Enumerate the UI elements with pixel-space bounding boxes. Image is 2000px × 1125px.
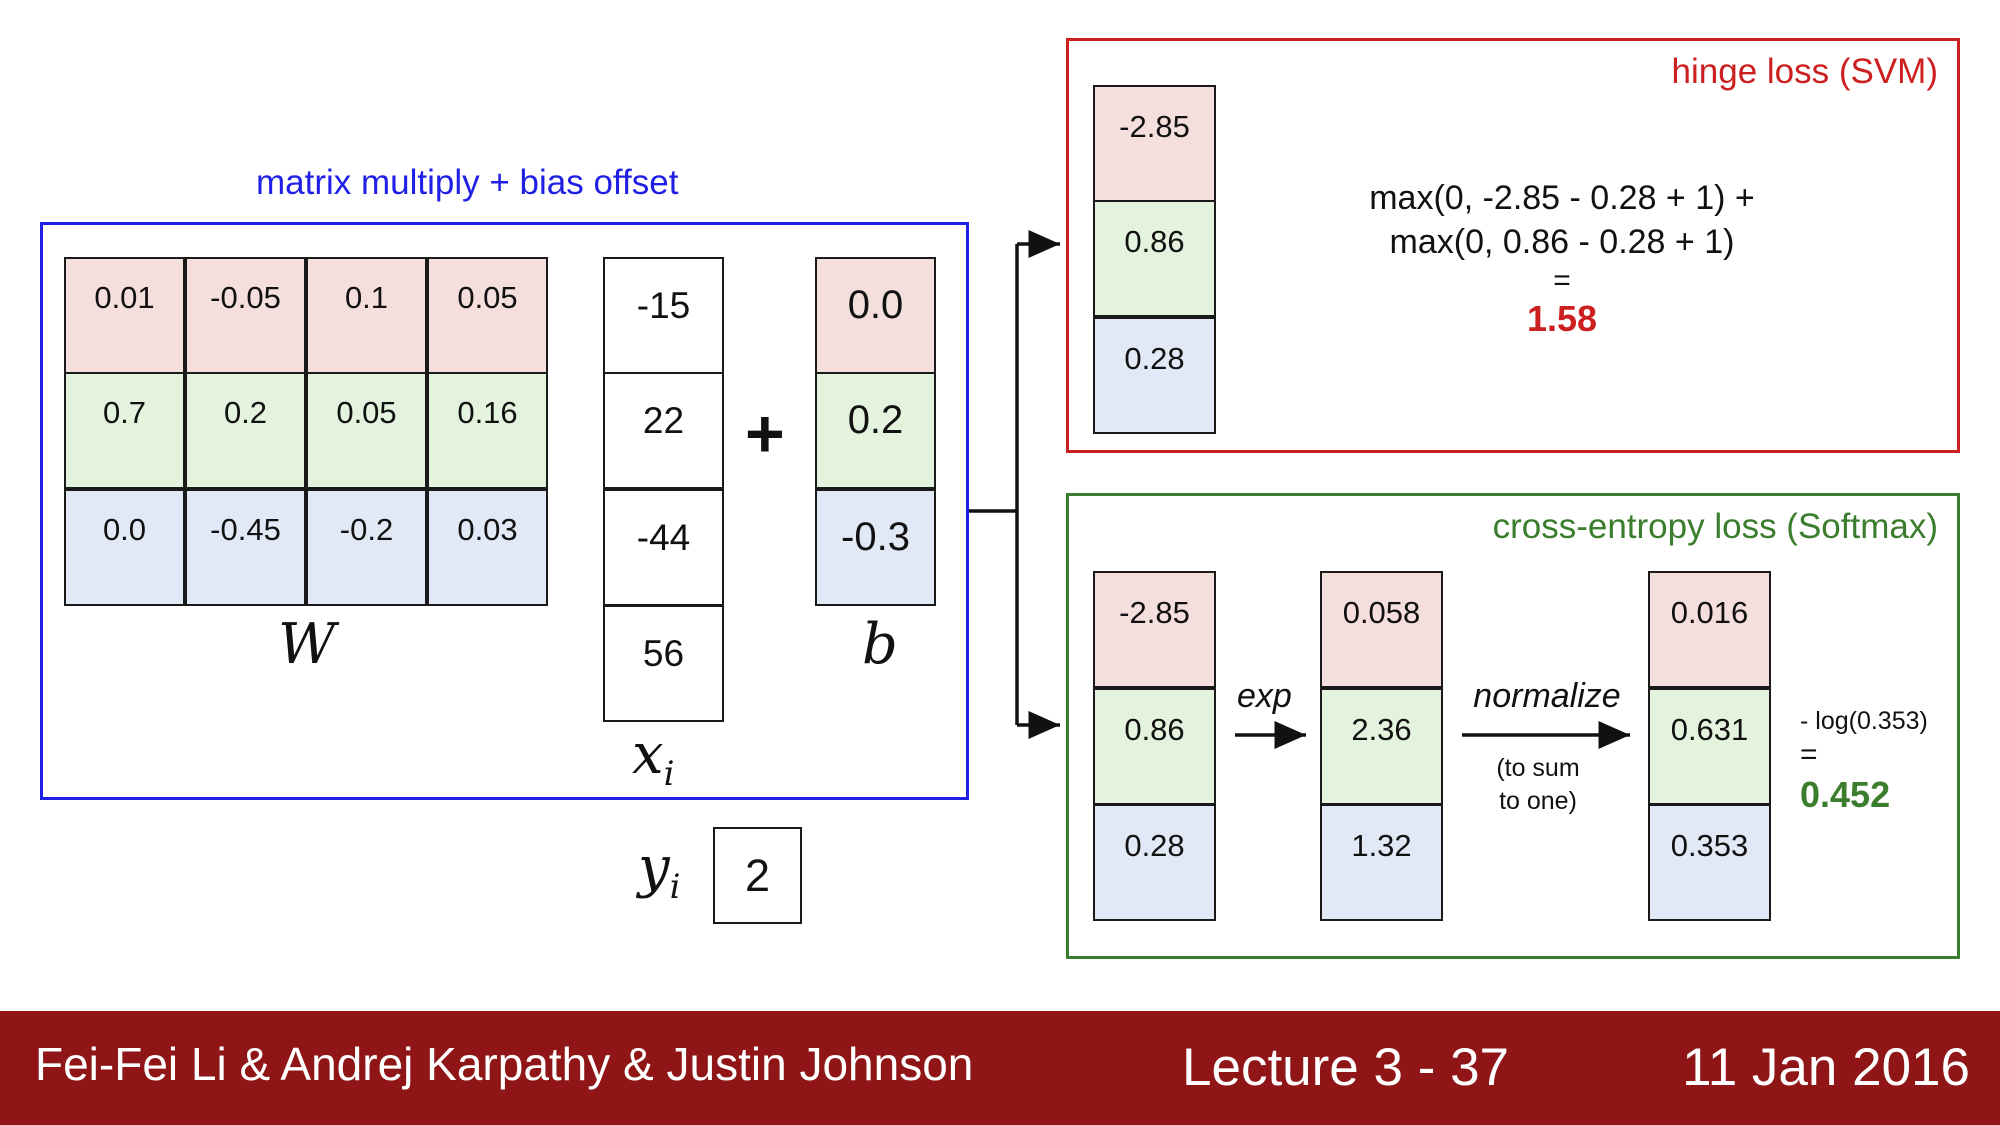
branch-connector — [969, 230, 1060, 739]
x-label: xi — [632, 722, 674, 794]
x-cell: 22 — [603, 372, 724, 489]
footer-date: 11 Jan 2016 — [1682, 1038, 1970, 1097]
b-cell: -0.3 — [815, 489, 936, 606]
softmax-frame — [1066, 493, 1960, 959]
w-cell: 0.2 — [185, 372, 306, 489]
svm-score-cell: 0.86 — [1093, 200, 1216, 317]
svm-formula-line1: max(0, -2.85 - 0.28 + 1) + — [1369, 179, 1755, 217]
svm-result: 1.58 — [1526, 298, 1598, 339]
softmax-title: cross-entropy loss (Softmax) — [1492, 507, 1938, 546]
exp-cell: 2.36 — [1320, 688, 1443, 805]
softmax-score-cell: 0.28 — [1093, 804, 1216, 921]
svm-formula-line2: max(0, 0.86 - 0.28 + 1) — [1389, 223, 1735, 261]
w-cell: 0.01 — [64, 257, 185, 374]
w-cell: 0.7 — [64, 372, 185, 489]
b-cell: 0.2 — [815, 372, 936, 489]
w-cell: -0.05 — [185, 257, 306, 374]
svm-score-cell: 0.28 — [1093, 317, 1216, 434]
softmax-equals: = — [1800, 738, 1818, 771]
exp-label: exp — [1237, 677, 1292, 715]
x-label-subscript: i — [663, 754, 675, 795]
x-cell: -44 — [603, 489, 724, 606]
prob-cell: 0.353 — [1648, 804, 1771, 921]
softmax-loss: - log(0.353) = 0.452 — [1800, 704, 1928, 818]
svm-frame — [1066, 38, 1960, 453]
w-cell: 0.05 — [306, 372, 427, 489]
exp-cell: 1.32 — [1320, 804, 1443, 921]
footer-authors: Fei-Fei Li & Andrej Karpathy & Justin Jo… — [35, 1038, 974, 1090]
y-box: 2 — [713, 827, 802, 924]
normalize-note: (to sum to one) — [1462, 752, 1614, 818]
w-cell: 0.0 — [64, 489, 185, 606]
prob-cell: 0.631 — [1648, 688, 1771, 805]
y-label-symbol: y — [638, 835, 670, 900]
x-cell: -15 — [603, 257, 724, 374]
w-cell: -0.2 — [306, 489, 427, 606]
x-cell: 56 — [603, 605, 724, 722]
normalize-note-line2: to one) — [1499, 787, 1577, 815]
exp-cell: 0.058 — [1320, 571, 1443, 688]
svm-equals: = — [1553, 264, 1571, 297]
y-label-subscript: i — [669, 867, 681, 908]
svm-title: hinge loss (SVM) — [1671, 52, 1938, 91]
softmax-loss-expr: - log(0.353) — [1800, 707, 1928, 735]
svm-formula: max(0, -2.85 - 0.28 + 1) + max(0, 0.86 -… — [1262, 176, 1862, 340]
linear-frame — [40, 222, 969, 800]
softmax-result: 0.452 — [1800, 774, 1891, 815]
w-cell: 0.03 — [427, 489, 548, 606]
w-cell: 0.16 — [427, 372, 548, 489]
w-label: W — [278, 612, 336, 677]
b-label: b — [862, 612, 898, 677]
b-cell: 0.0 — [815, 257, 936, 374]
normalize-label: normalize — [1473, 677, 1621, 715]
softmax-score-cell: -2.85 — [1093, 571, 1216, 688]
svm-score-cell: -2.85 — [1093, 85, 1216, 202]
w-cell: -0.45 — [185, 489, 306, 606]
plus-sign: + — [745, 396, 785, 472]
softmax-score-cell: 0.86 — [1093, 688, 1216, 805]
footer-lecture: Lecture 3 - 37 — [1182, 1038, 1510, 1097]
footer-bar: Fei-Fei Li & Andrej Karpathy & Justin Jo… — [0, 1011, 2000, 1125]
linear-title: matrix multiply + bias offset — [256, 163, 679, 202]
x-label-symbol: x — [632, 722, 664, 787]
prob-cell: 0.016 — [1648, 571, 1771, 688]
y-label: yi — [638, 835, 681, 907]
normalize-note-line1: (to sum — [1496, 754, 1580, 782]
